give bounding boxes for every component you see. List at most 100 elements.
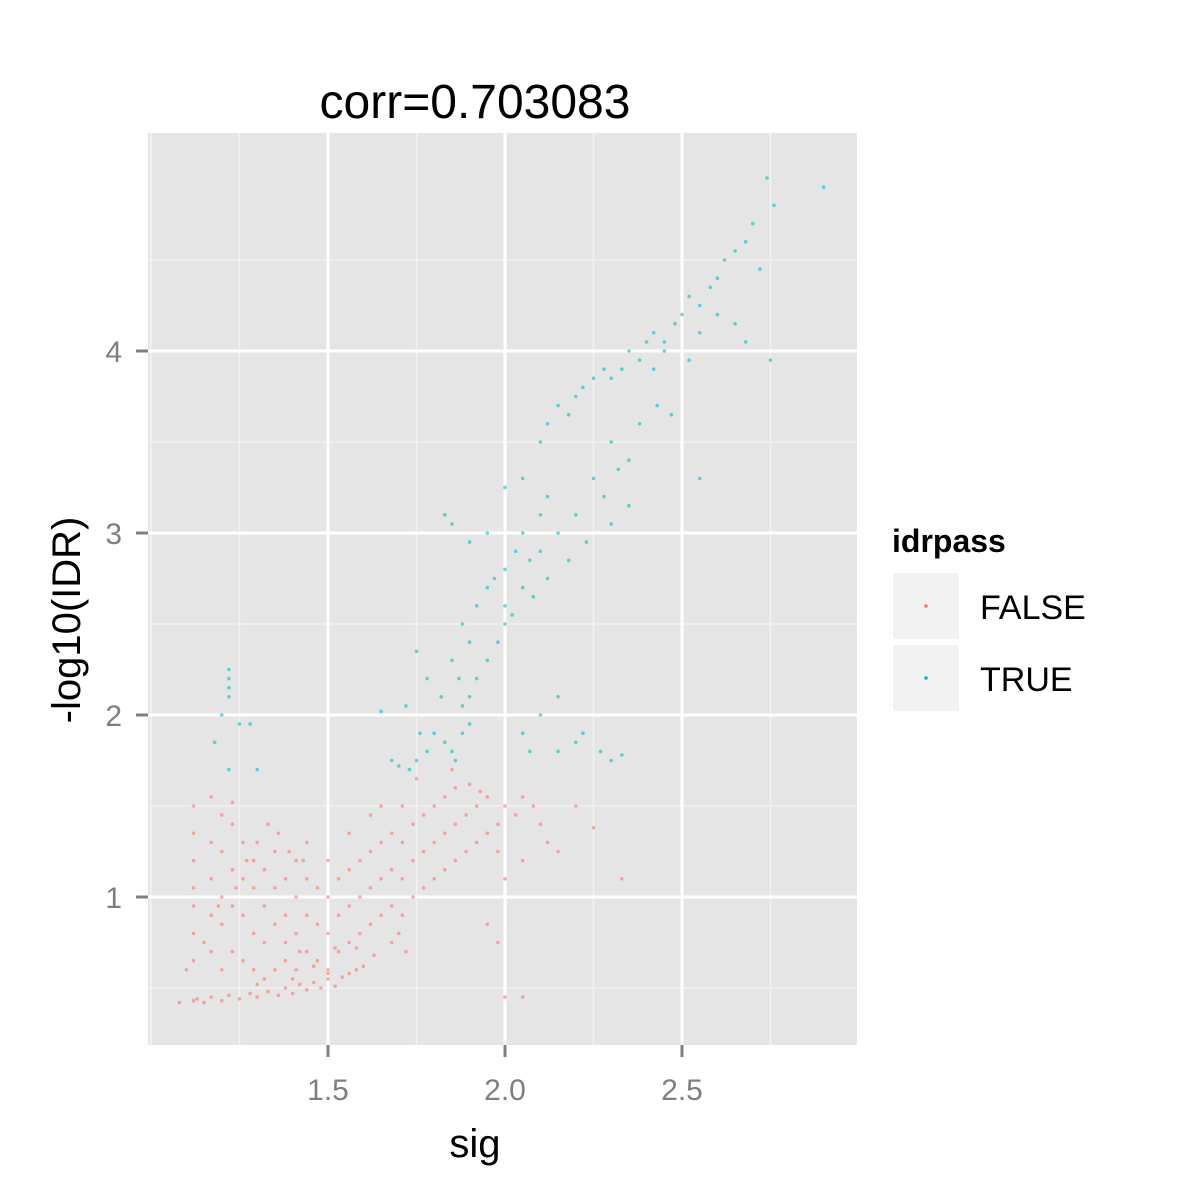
data-point	[673, 321, 677, 326]
data-point	[591, 476, 596, 481]
data-point	[326, 931, 330, 936]
data-point	[358, 931, 362, 936]
data-point	[354, 968, 359, 972]
data-point	[191, 931, 196, 936]
data-point	[715, 276, 720, 281]
data-point	[467, 540, 472, 544]
data-point	[191, 958, 196, 963]
data-point	[513, 549, 518, 553]
data-point	[347, 904, 352, 908]
data-point	[251, 858, 256, 863]
data-point	[620, 753, 624, 757]
data-point	[467, 640, 472, 644]
data-point	[496, 822, 500, 826]
data-point	[283, 940, 288, 945]
data-point	[389, 867, 394, 872]
data-point	[248, 991, 252, 996]
data-point	[556, 849, 560, 854]
data-point	[404, 949, 408, 954]
data-point	[474, 804, 479, 808]
data-point	[450, 658, 454, 663]
y-tick-label: 3	[105, 518, 122, 551]
data-point	[492, 576, 497, 581]
data-point	[439, 695, 444, 699]
data-point	[450, 522, 454, 526]
chart-title: corr=0.703083	[320, 76, 631, 129]
legend-swatch-true	[924, 676, 928, 680]
data-point	[361, 964, 366, 968]
plot-panel	[148, 133, 857, 1045]
data-point	[453, 858, 458, 863]
data-point	[464, 813, 468, 817]
data-point	[220, 968, 224, 972]
data-point	[404, 704, 408, 708]
data-point	[262, 977, 267, 981]
data-point	[227, 695, 231, 699]
y-axis-label: -log10(IDR)	[45, 517, 89, 724]
data-point	[347, 831, 352, 836]
data-point	[297, 949, 302, 954]
data-point	[758, 267, 762, 271]
data-point	[202, 940, 206, 945]
x-tick-label: 2.5	[661, 1074, 703, 1107]
data-point	[326, 858, 330, 863]
data-point	[315, 958, 320, 963]
data-point	[545, 494, 550, 499]
data-point	[262, 867, 267, 872]
data-point	[283, 877, 288, 881]
data-point	[230, 904, 235, 908]
data-point	[443, 867, 447, 872]
data-point	[651, 367, 656, 372]
data-point	[241, 958, 245, 963]
data-point	[368, 886, 373, 890]
data-point	[379, 877, 383, 881]
x-tick-label: 1.5	[307, 1074, 349, 1107]
data-point	[216, 904, 221, 908]
data-point	[251, 931, 256, 936]
data-point	[400, 913, 405, 917]
data-point	[627, 503, 631, 508]
data-point	[283, 913, 288, 917]
data-point	[460, 622, 465, 626]
data-point	[209, 877, 213, 881]
data-point	[722, 258, 727, 262]
data-point	[425, 676, 429, 681]
data-point	[237, 722, 242, 726]
data-point	[305, 913, 309, 917]
data-point	[485, 531, 490, 535]
data-point	[520, 858, 525, 863]
data-point	[637, 358, 642, 362]
data-point	[379, 709, 383, 714]
data-point	[389, 940, 394, 945]
data-point	[184, 968, 189, 972]
data-point	[418, 731, 422, 735]
data-point	[191, 886, 196, 890]
data-point	[326, 895, 330, 899]
data-point	[743, 240, 748, 244]
data-point	[545, 422, 550, 426]
data-point	[545, 576, 550, 581]
data-point	[241, 913, 245, 917]
data-point	[545, 840, 550, 845]
data-point	[209, 949, 213, 954]
legend: idrpass FALSE TRUE	[892, 523, 1086, 711]
data-point	[177, 1000, 182, 1005]
legend-label-false: FALSE	[980, 589, 1086, 627]
data-point	[662, 340, 667, 344]
data-point	[520, 531, 525, 535]
data-point	[411, 858, 415, 863]
data-point	[602, 367, 606, 372]
data-point	[432, 804, 437, 808]
data-point	[450, 767, 454, 772]
data-point	[230, 822, 235, 826]
data-point	[821, 185, 826, 189]
data-point	[191, 804, 196, 808]
data-point	[389, 758, 394, 763]
data-point	[460, 704, 465, 708]
data-point	[464, 849, 468, 854]
data-point	[460, 731, 465, 735]
data-point	[556, 749, 560, 754]
data-point	[520, 995, 525, 999]
data-point	[191, 998, 196, 1003]
data-point	[347, 867, 352, 872]
